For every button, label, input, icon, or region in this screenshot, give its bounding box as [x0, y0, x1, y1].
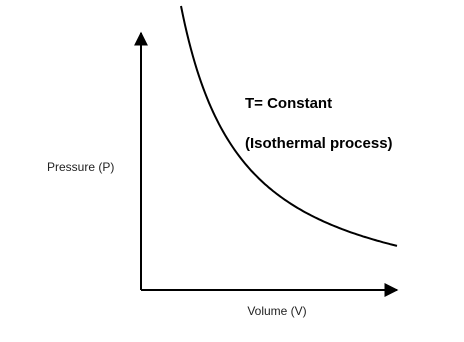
y-axis-label: Pressure (P): [47, 160, 114, 174]
x-axis-label: Volume (V): [247, 304, 306, 318]
annotation: T= Constant: [245, 95, 332, 112]
annotation: (Isothermal process): [245, 135, 393, 152]
isotherm-curve: [180, 5, 398, 247]
